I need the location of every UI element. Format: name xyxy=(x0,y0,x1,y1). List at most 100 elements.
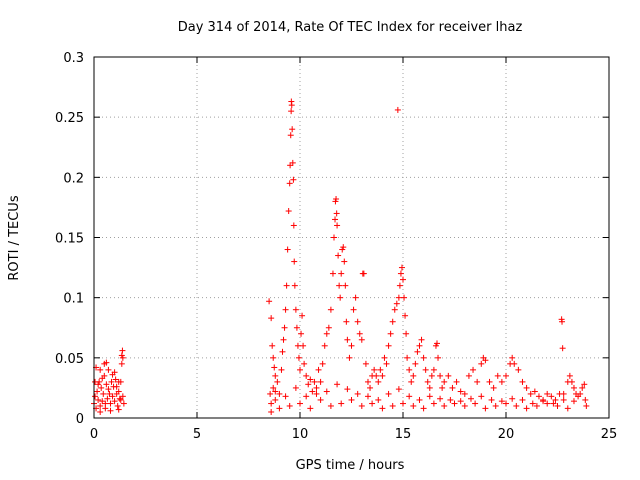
data-point xyxy=(395,386,402,393)
data-point xyxy=(367,384,374,391)
data-point xyxy=(104,395,111,402)
data-point xyxy=(467,395,474,402)
data-point xyxy=(107,407,114,414)
data-point xyxy=(412,360,419,367)
data-point xyxy=(387,330,394,337)
data-point xyxy=(118,360,125,367)
data-point xyxy=(307,376,314,383)
data-point xyxy=(108,378,115,385)
data-point xyxy=(503,400,509,407)
x-tick-label: 25 xyxy=(601,427,618,442)
data-point xyxy=(420,354,427,361)
data-point xyxy=(488,396,495,403)
data-point xyxy=(293,324,300,331)
data-point xyxy=(579,384,586,391)
data-point xyxy=(307,405,314,412)
data-point xyxy=(540,398,547,405)
y-tick-label: 0.15 xyxy=(55,232,84,247)
data-point xyxy=(298,330,305,337)
y-tick-label: 0.05 xyxy=(55,352,84,367)
data-point xyxy=(410,372,417,379)
data-point xyxy=(341,258,348,265)
data-point xyxy=(397,270,404,277)
data-point xyxy=(552,396,559,403)
data-point xyxy=(437,372,444,379)
data-point xyxy=(402,312,409,319)
data-point xyxy=(400,276,406,283)
data-point xyxy=(105,386,112,393)
data-point xyxy=(266,298,273,305)
data-point xyxy=(115,378,122,385)
data-point xyxy=(313,384,320,391)
data-point xyxy=(418,336,425,343)
data-point xyxy=(439,384,446,391)
axis-ticks xyxy=(93,56,610,419)
x-tick-label: 20 xyxy=(498,427,515,442)
grid-lines xyxy=(94,57,609,418)
x-axis-label: GPS time / hours xyxy=(296,458,405,473)
data-point xyxy=(102,405,109,412)
data-point xyxy=(564,405,571,412)
data-point xyxy=(286,180,293,187)
data-point xyxy=(327,402,334,409)
data-point xyxy=(100,390,107,397)
data-point xyxy=(323,330,330,337)
data-point xyxy=(371,366,378,373)
data-point xyxy=(291,258,298,265)
data-point xyxy=(119,393,126,400)
data-point xyxy=(97,408,104,415)
data-point xyxy=(119,354,126,361)
data-point xyxy=(531,388,538,395)
data-point xyxy=(283,282,290,289)
data-point xyxy=(426,384,433,391)
data-point xyxy=(289,126,296,133)
data-point xyxy=(393,300,400,307)
data-point xyxy=(503,372,509,379)
data-point xyxy=(396,282,403,289)
data-point xyxy=(333,210,340,217)
data-point xyxy=(114,402,121,409)
data-point xyxy=(482,405,489,412)
data-point xyxy=(98,384,105,391)
data-point xyxy=(445,372,452,379)
data-point xyxy=(550,400,557,407)
data-point xyxy=(282,306,289,313)
data-point xyxy=(404,354,411,361)
data-point xyxy=(313,390,320,397)
data-point xyxy=(323,388,330,395)
data-point xyxy=(348,342,355,349)
y-tick-label: 0.3 xyxy=(63,51,84,66)
data-point xyxy=(325,324,332,331)
data-point xyxy=(94,388,101,395)
data-point xyxy=(519,396,526,403)
data-point xyxy=(338,270,345,277)
data-point xyxy=(352,294,359,301)
data-point xyxy=(389,318,396,325)
x-tick-label: 5 xyxy=(193,427,201,442)
y-tick-label: 0.1 xyxy=(63,292,84,307)
data-point xyxy=(420,405,427,412)
data-point xyxy=(377,366,384,373)
data-point xyxy=(117,396,124,403)
data-point xyxy=(354,390,361,397)
data-point xyxy=(270,384,277,391)
data-point xyxy=(334,381,341,388)
data-point xyxy=(430,366,437,373)
data-point xyxy=(449,384,456,391)
data-point xyxy=(472,400,479,407)
data-point xyxy=(276,390,283,397)
data-point xyxy=(278,366,285,373)
data-point xyxy=(482,357,489,364)
data-point xyxy=(544,390,551,397)
data-point xyxy=(267,390,274,397)
data-point xyxy=(560,396,567,403)
data-point xyxy=(582,396,589,403)
data-point xyxy=(336,282,343,289)
data-point xyxy=(465,372,472,379)
data-point xyxy=(319,360,326,367)
data-point xyxy=(337,294,344,301)
data-point xyxy=(416,396,423,403)
data-point xyxy=(290,222,297,229)
data-point xyxy=(373,372,380,379)
data-point xyxy=(441,402,448,409)
